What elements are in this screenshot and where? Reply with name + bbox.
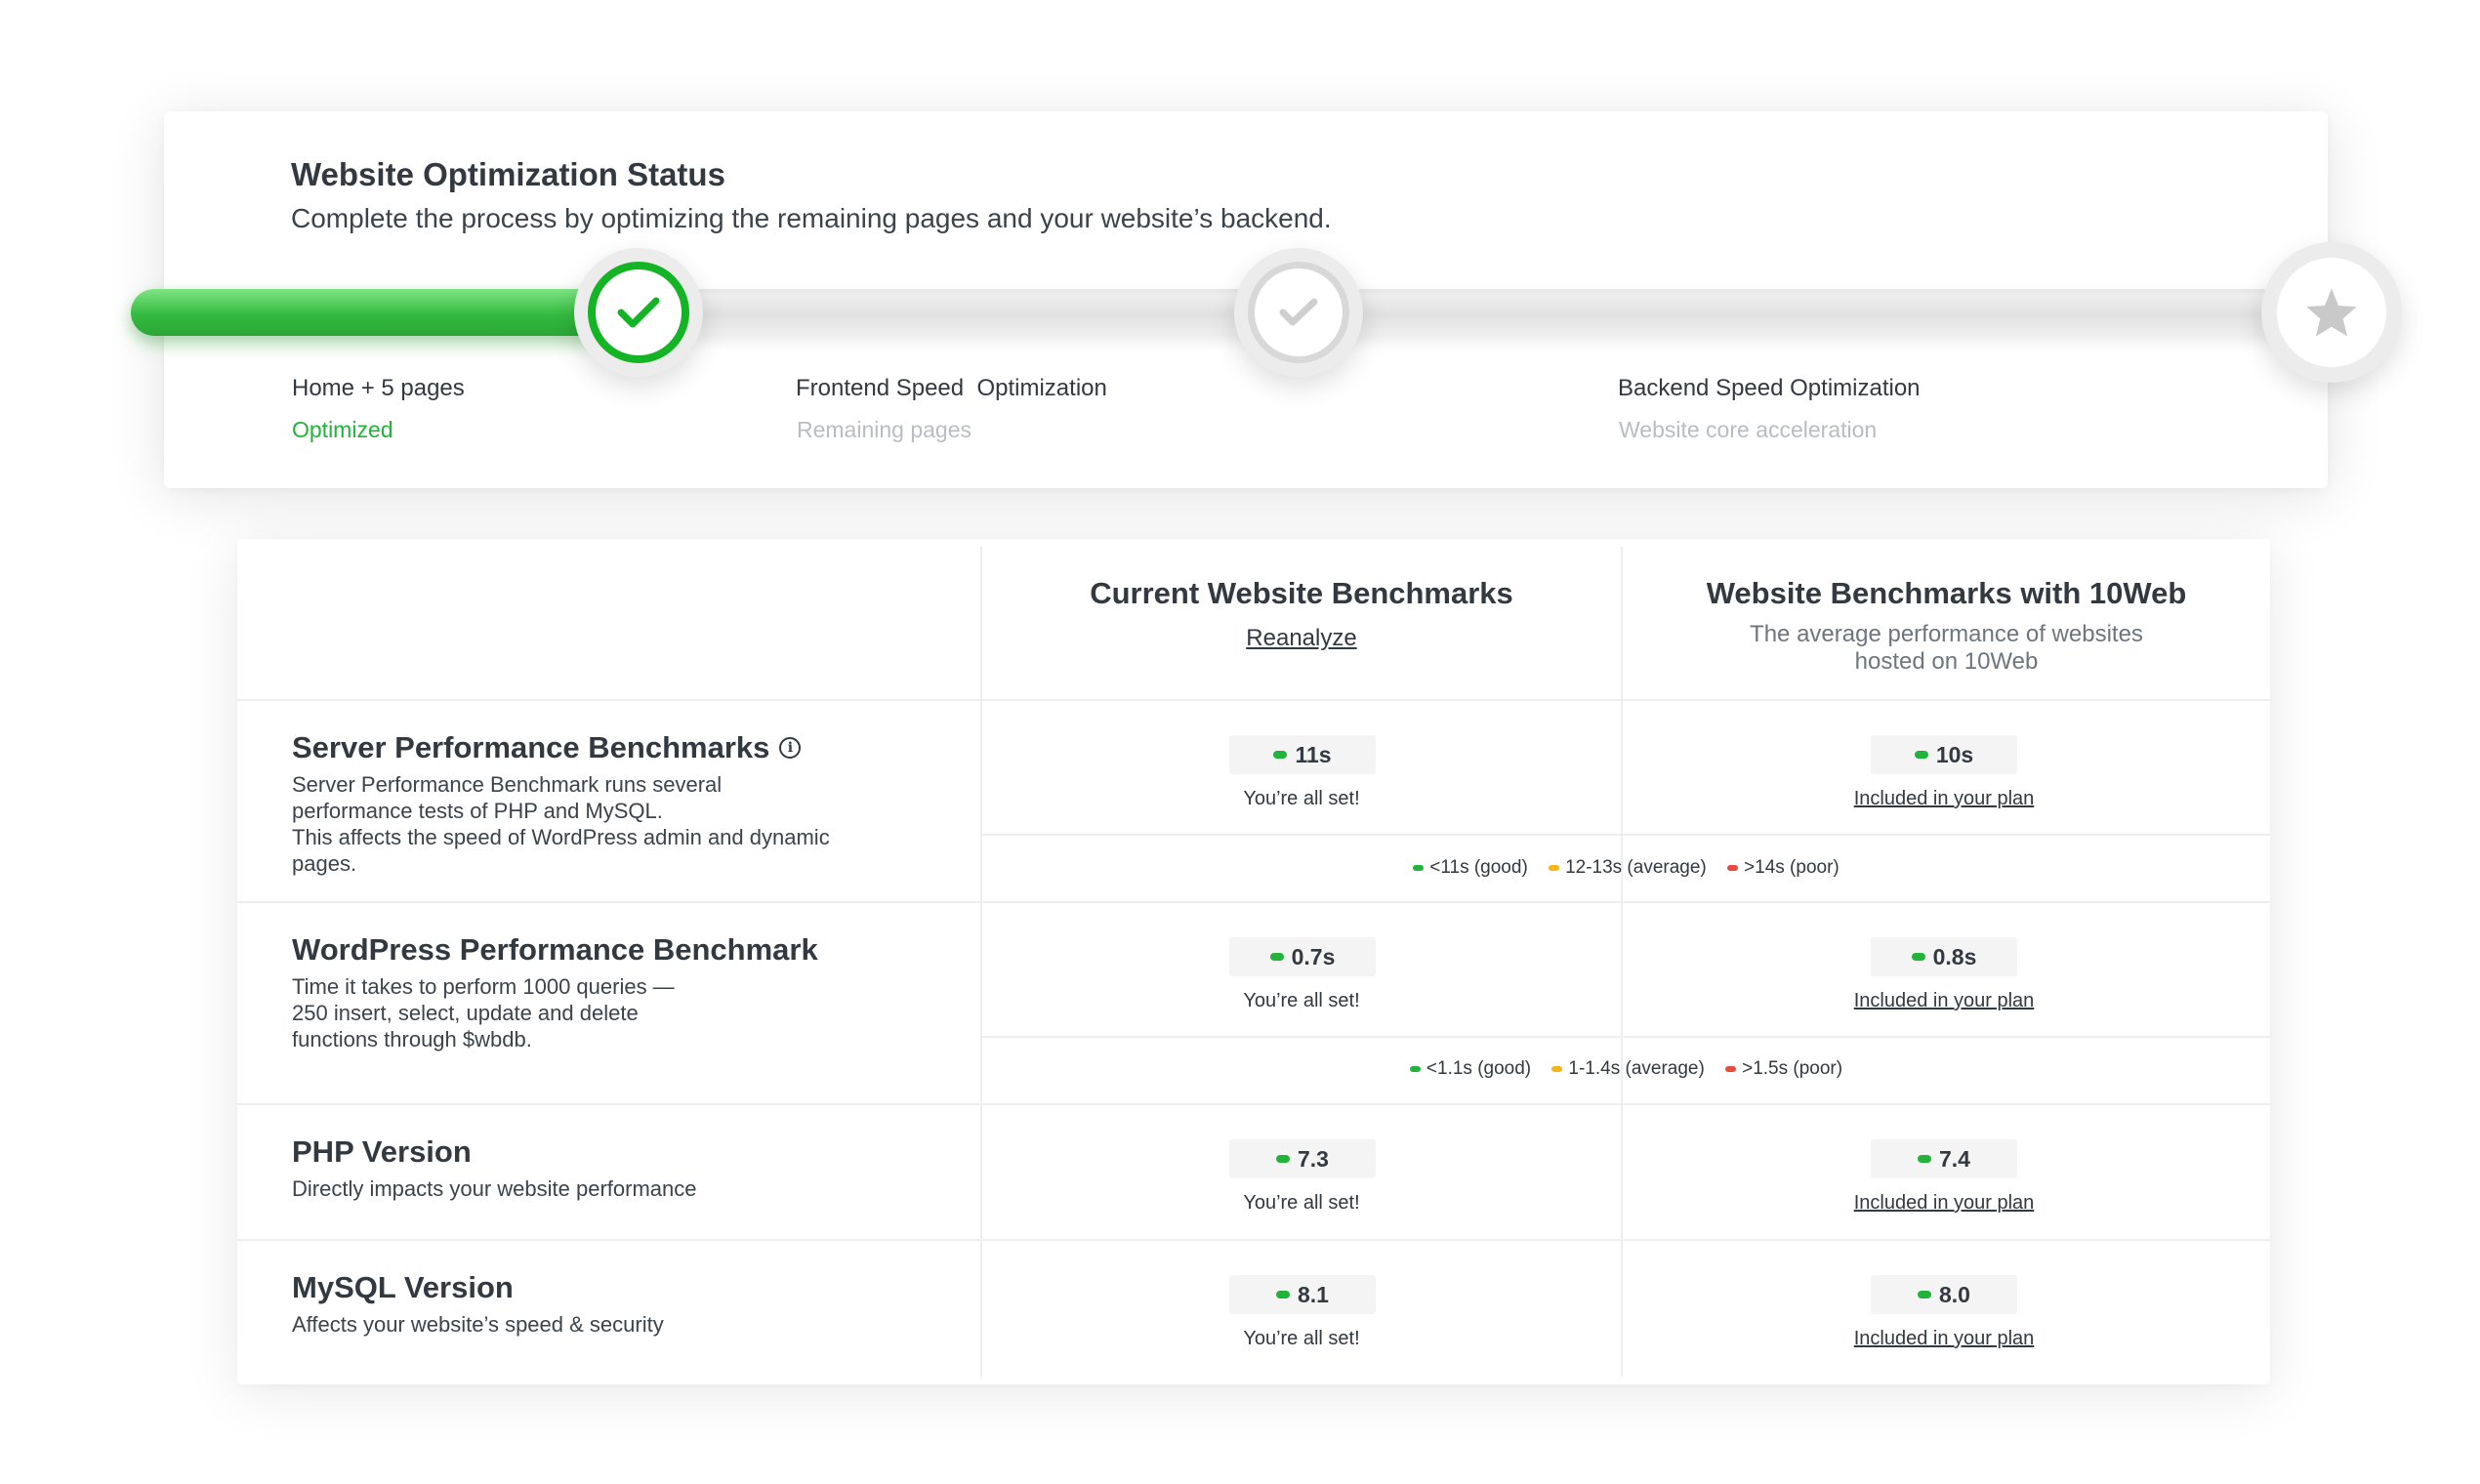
php-version-title-text: PHP Version xyxy=(292,1134,472,1169)
step-home-state: Optimized xyxy=(292,417,393,442)
current-benchmarks-title: Current Website Benchmarks xyxy=(1090,576,1513,610)
benchmark-table: Current Website Benchmarks Reanalyze Web… xyxy=(237,539,2270,1384)
info-icon[interactable]: i xyxy=(779,737,802,759)
wordpress-benchmark-legend: <1.1s (good) 1-1.4s (average) >1.5s (poo… xyxy=(982,1056,2270,1080)
check-icon xyxy=(1279,298,1318,326)
php-tenweb-plan-link[interactable]: Included in your plan xyxy=(1853,1192,2035,1214)
value-text: 7.4 xyxy=(1939,1145,1970,1172)
server-current-value: 11s xyxy=(1229,735,1376,774)
status-dot xyxy=(1918,1155,1931,1163)
value-text: 8.0 xyxy=(1939,1281,1970,1307)
check-icon xyxy=(617,297,660,328)
legend-poor: >1.5s (poor) xyxy=(1725,1058,1842,1080)
mysql-version-desc: Affects your website’s speed & security xyxy=(292,1312,664,1337)
status-dot xyxy=(1273,751,1288,759)
mysql-version-title-text: MySQL Version xyxy=(292,1270,514,1304)
step-backend-node xyxy=(2261,242,2402,383)
legend-good: <11s (good) xyxy=(1413,857,1528,879)
mysql-current-value: 8.1 xyxy=(1229,1275,1376,1314)
status-dot xyxy=(1276,1155,1290,1163)
status-dot xyxy=(1918,1291,1931,1298)
step-backend-label: Backend Speed Optimization xyxy=(1618,375,1921,401)
php-current-note: You’re all set! xyxy=(1243,1192,1360,1214)
legend-average: 1-1.4s (average) xyxy=(1551,1058,1705,1080)
column-divider xyxy=(1621,547,1623,1377)
wordpress-current-note: You’re all set! xyxy=(1243,990,1360,1011)
row-divider xyxy=(237,901,2270,903)
server-benchmark-title-text: Server Performance Benchmarks xyxy=(292,730,770,764)
php-current-value: 7.3 xyxy=(1229,1139,1376,1178)
value-text: 11s xyxy=(1295,741,1332,767)
server-benchmark-desc: Server Performance Benchmark runs severa… xyxy=(292,772,830,876)
status-subtitle: Complete the process by optimizing the r… xyxy=(291,203,1332,233)
php-version-desc: Directly impacts your website performanc… xyxy=(292,1176,697,1201)
server-tenweb-plan-link[interactable]: Included in your plan xyxy=(1853,788,2035,809)
value-text: 0.7s xyxy=(1291,943,1336,969)
step-home-node xyxy=(574,248,703,377)
legend-poor: >14s (poor) xyxy=(1727,857,1839,879)
step-home-label: Home + 5 pages xyxy=(292,375,465,401)
value-text: 0.8s xyxy=(1932,943,1977,969)
wordpress-tenweb-plan-link[interactable]: Included in your plan xyxy=(1853,990,2035,1011)
step-frontend-node xyxy=(1234,248,1363,377)
row-divider xyxy=(982,1036,2270,1038)
row-divider xyxy=(237,699,2270,701)
legend-average: 12-13s (average) xyxy=(1549,857,1707,879)
legend-good: <1.1s (good) xyxy=(1409,1058,1531,1080)
status-dot xyxy=(1914,751,1928,759)
row-divider xyxy=(237,1103,2270,1105)
current-benchmarks-header: Current Website Benchmarks Reanalyze xyxy=(982,576,1621,652)
progress-fill xyxy=(131,289,624,336)
mysql-version-title: MySQL Version xyxy=(292,1270,514,1305)
status-dot xyxy=(1276,1291,1290,1298)
tenweb-benchmarks-header: Website Benchmarks with 10Web The averag… xyxy=(1623,576,2270,676)
star-icon xyxy=(2306,288,2357,337)
step-frontend-label: Frontend Speed Optimization xyxy=(796,375,1107,401)
row-divider xyxy=(982,834,2270,836)
mysql-tenweb-value: 8.0 xyxy=(1871,1275,2017,1314)
value-text: 10s xyxy=(1935,741,1974,767)
php-tenweb-value: 7.4 xyxy=(1871,1139,2017,1178)
wordpress-current-value: 0.7s xyxy=(1229,937,1376,976)
wordpress-benchmark-title-text: WordPress Performance Benchmark xyxy=(292,932,818,967)
step-backend-state: Website core acceleration xyxy=(1619,417,1878,442)
server-tenweb-value: 10s xyxy=(1871,735,2017,774)
tenweb-benchmarks-title: Website Benchmarks with 10Web xyxy=(1706,576,2187,610)
status-dot xyxy=(1269,953,1284,961)
value-text: 8.1 xyxy=(1298,1281,1329,1307)
status-title: Website Optimization Status xyxy=(291,156,725,192)
mysql-tenweb-plan-link[interactable]: Included in your plan xyxy=(1853,1328,2035,1349)
server-benchmark-legend: <11s (good) 12-13s (average) >14s (poor) xyxy=(982,855,2270,879)
value-text: 7.3 xyxy=(1298,1145,1329,1172)
server-benchmark-title: Server Performance Benchmarks i xyxy=(292,730,802,765)
php-version-title: PHP Version xyxy=(292,1134,472,1170)
row-divider xyxy=(237,1239,2270,1241)
optimization-status-card: Website Optimization Status Complete the… xyxy=(131,111,2402,488)
server-current-note: You’re all set! xyxy=(1243,788,1360,809)
tenweb-benchmarks-desc: The average performance of websites host… xyxy=(1750,621,2143,675)
step-frontend-state: Remaining pages xyxy=(797,417,972,442)
wordpress-benchmark-title: WordPress Performance Benchmark xyxy=(292,932,818,968)
reanalyze-link[interactable]: Reanalyze xyxy=(1246,625,1357,651)
wordpress-benchmark-desc: Time it takes to perform 1000 queries — … xyxy=(292,974,675,1051)
column-divider xyxy=(980,547,982,1377)
mysql-current-note: You’re all set! xyxy=(1243,1328,1360,1349)
wordpress-tenweb-value: 0.8s xyxy=(1871,937,2017,976)
status-dot xyxy=(1911,953,1925,961)
